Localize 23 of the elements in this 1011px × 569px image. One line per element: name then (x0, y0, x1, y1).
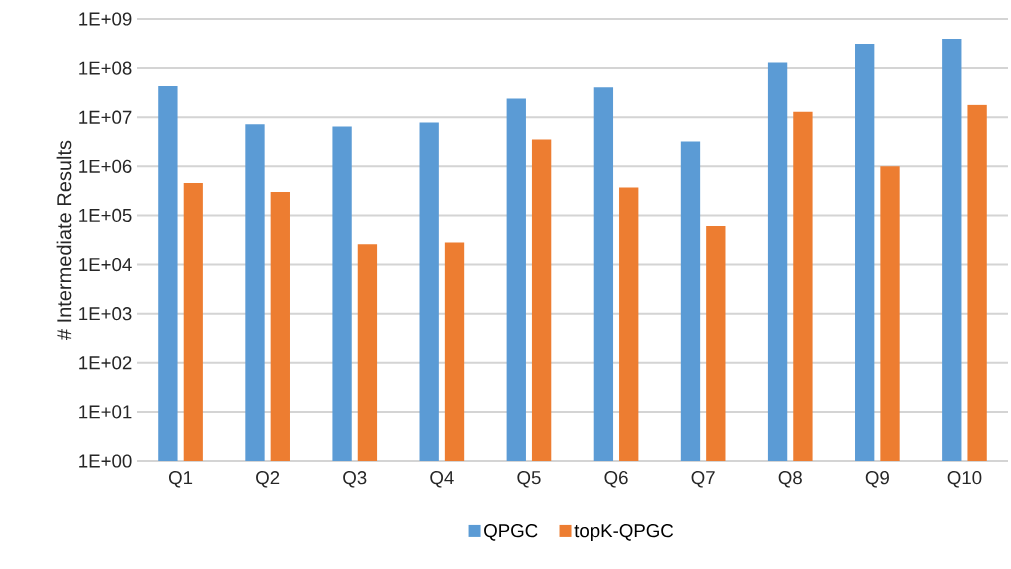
y-tick-label: 1E+05 (79, 208, 132, 223)
y-tick-label: 1E+02 (79, 356, 132, 370)
x-tick-label: Q1 (168, 471, 193, 488)
y-tick-label: 1E+00 (79, 454, 132, 468)
x-tick-label: Q9 (865, 471, 889, 488)
x-tick-label: Q2 (256, 471, 280, 488)
x-tick-label: Q4 (430, 471, 454, 488)
y-tick-label: 1E+04 (79, 257, 132, 272)
x-tick-label: Q10 (947, 471, 982, 488)
y-tick-label: 1E+08 (79, 61, 132, 75)
legend-label: QPGC (484, 524, 538, 541)
y-tick-label: 1E+07 (79, 110, 132, 124)
x-tick-label: Q7 (691, 471, 715, 488)
y-tick-label: 1E+06 (79, 159, 132, 173)
x-tick-label: Q5 (517, 471, 541, 488)
x-tick-label: Q6 (604, 471, 628, 488)
legend-label: topK-QPGC (574, 524, 674, 541)
y-axis-title: # Intermediate Results (56, 140, 72, 340)
y-tick-label: 1E+01 (79, 405, 132, 419)
y-tick-label: 1E+03 (79, 307, 132, 321)
y-tick-label: 1E+09 (79, 12, 132, 26)
x-tick-label: Q3 (343, 471, 367, 488)
x-tick-label: Q8 (778, 471, 802, 488)
